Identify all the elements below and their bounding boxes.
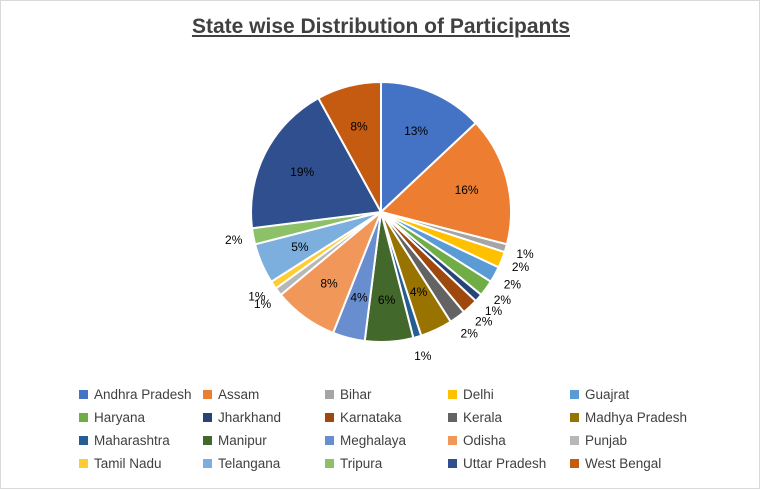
legend-item-tripura: Tripura [325,456,382,471]
legend-label: Meghalaya [340,433,407,448]
legend-label: Manipur [218,433,267,448]
data-label-jharkhand: 1% [485,304,503,318]
pie-slice-assam [378,121,512,246]
data-label-west-bengal: 8% [350,119,368,133]
legend-label: Andhra Pradesh [94,387,192,402]
legend-item-jharkhand: Jharkhand [203,410,281,425]
legend-label: Punjab [585,433,628,448]
legend-label: Guajrat [585,387,630,402]
legend-swatch [79,390,88,399]
legend-label: Uttar Pradesh [463,456,547,471]
legend-label: West Bengal [585,456,662,471]
legend-swatch [570,436,579,445]
legend-item-kerala: Kerala [448,410,502,425]
legend-item-odisha: Odisha [448,433,506,448]
legend-item-guajrat: Guajrat [570,387,629,402]
legend-label: Bihar [340,387,372,402]
data-label-kerala: 2% [461,326,479,340]
legend-swatch [79,459,88,468]
chart-title: State wise Distribution of Participants [191,15,571,38]
data-label-telangana: 5% [291,240,309,254]
data-label-bihar: 1% [516,247,534,261]
data-label-haryana: 2% [494,293,512,307]
data-label-karnataka: 2% [475,314,493,328]
legend-item-meghalaya: Meghalaya [325,433,406,448]
legend-label: Maharashtra [94,433,170,448]
legend-item-haryana: Haryana [79,410,145,425]
legend-swatch [570,413,579,422]
data-label-punjab: 1% [254,297,272,311]
legend-swatch [79,436,88,445]
data-label-maharashtra: 1% [414,349,432,363]
data-label-odisha: 8% [320,277,338,291]
legend-item-andhra-pradesh: Andhra Pradesh [79,387,192,402]
data-label-guajrat: 2% [504,277,522,291]
legend-item-bihar: Bihar [325,387,372,402]
legend-swatch [203,413,212,422]
legend-swatch [325,413,334,422]
legend-swatch [448,390,457,399]
data-label-uttar-pradesh: 19% [290,165,314,179]
data-label-tripura: 2% [225,233,243,247]
legend-label: Assam [218,387,260,402]
legend-label: Tamil Nadu [94,456,162,471]
legend-item-uttar-pradesh: Uttar Pradesh [448,456,546,471]
legend-label: Madhya Pradesh [585,410,688,425]
legend-swatch [203,459,212,468]
legend-swatch [325,436,334,445]
legend-item-manipur: Manipur [203,433,267,448]
pie-slice-west-bengal [317,80,382,213]
legend-item-karnataka: Karnataka [325,410,402,425]
legend-label: Jharkhand [218,410,282,425]
legend-swatch [448,459,457,468]
legend-swatch [448,436,457,445]
legend-swatch [203,390,212,399]
legend-item-telangana: Telangana [203,456,280,471]
legend-swatch [570,390,579,399]
legend-label: Telangana [218,456,281,471]
legend-item-west-bengal: West Bengal [570,456,661,471]
legend-label: Haryana [94,410,146,425]
data-label-tamil-nadu: 1% [248,289,266,303]
legend-item-maharashtra: Maharashtra [79,433,170,448]
data-label-meghalaya: 4% [350,291,368,305]
legend-item-tamil-nadu: Tamil Nadu [79,456,162,471]
legend-item-punjab: Punjab [570,433,627,448]
legend-label: Odisha [463,433,506,448]
legend-swatch [570,459,579,468]
pie-slice-uttar-pradesh [250,96,383,230]
legend-item-assam: Assam [203,387,259,402]
legend-swatch [325,459,334,468]
legend-swatch [203,436,212,445]
legend-label: Karnataka [340,410,402,425]
legend-label: Kerala [463,410,503,425]
data-label-assam: 16% [455,183,479,197]
legend-swatch [448,413,457,422]
legend-label: Delhi [463,387,494,402]
legend-label: Tripura [340,456,383,471]
pie-slice-andhra-pradesh [380,80,478,215]
data-label-delhi: 2% [512,260,530,274]
legend-swatch [325,390,334,399]
legend-swatch [79,413,88,422]
data-label-andhra-pradesh: 13% [404,124,428,138]
legend-item-delhi: Delhi [448,387,494,402]
legend-item-madhya-pradesh: Madhya Pradesh [570,410,687,425]
data-label-madhya-pradesh: 4% [410,285,428,299]
data-label-manipur: 6% [378,293,396,307]
